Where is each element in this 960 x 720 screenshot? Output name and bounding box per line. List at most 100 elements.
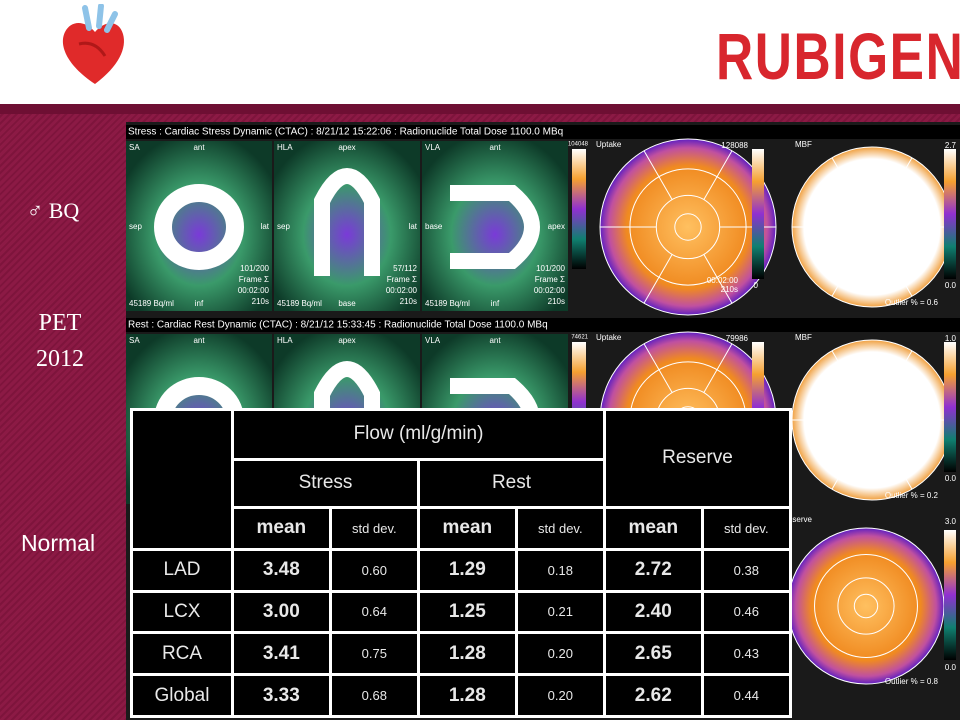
label: base — [338, 299, 356, 308]
label: 45189 Bq/ml — [277, 299, 322, 308]
label: lat — [261, 222, 270, 231]
table-cell: std dev. — [331, 508, 417, 548]
label: ant — [193, 336, 205, 345]
table-row: RCA 3.41 0.75 1.28 0.20 2.65 0.43 — [133, 634, 789, 674]
label: 00:02:00 — [534, 286, 566, 295]
label: 0.0 — [945, 663, 957, 672]
label: 0.0 — [945, 281, 957, 290]
result: Normal — [20, 530, 96, 556]
polar-spoke — [831, 251, 859, 297]
label: 128088 — [721, 141, 748, 150]
table-row: Flow (ml/g/min) Reserve — [133, 411, 789, 548]
polar-spoke — [703, 150, 733, 200]
table-cell: std dev. — [703, 508, 789, 548]
label: 00:02:00 — [386, 286, 418, 295]
table-cell: LAD — [133, 550, 231, 590]
table-cell: 0.44 — [703, 676, 789, 715]
label: HLA — [277, 143, 293, 152]
polar-spoke — [831, 157, 859, 203]
table-cell: 0.64 — [331, 592, 417, 632]
table-cell: 0.68 — [331, 676, 417, 715]
scan-view — [422, 141, 568, 311]
label: 101/200 — [536, 264, 565, 273]
label: Frame Σ — [535, 275, 565, 284]
table-cell: 0.21 — [517, 592, 603, 632]
scan-view — [126, 141, 272, 311]
label: SA — [129, 336, 140, 345]
label: sep — [277, 222, 290, 231]
label: SA — [129, 143, 140, 152]
label: 00:02:00 — [707, 276, 739, 285]
polar-spoke — [885, 444, 913, 490]
patient: ♂ BQ — [26, 198, 80, 223]
myocardium — [450, 185, 540, 269]
table-cell: Global — [133, 676, 231, 715]
label: 104048 — [568, 142, 589, 148]
polar-map — [792, 340, 952, 500]
table-cell: 2.65 — [605, 634, 701, 674]
polar-map — [600, 139, 776, 315]
label: Reserve — [782, 515, 812, 524]
label: VLA — [425, 336, 441, 345]
heart-logo — [62, 4, 124, 84]
table-cell: 2.72 — [605, 550, 701, 590]
table-cell: 0.43 — [703, 634, 789, 674]
header: RUBIGEN — [0, 0, 960, 104]
table-row: LCX 3.00 0.64 1.25 0.21 2.40 0.46 — [133, 592, 789, 632]
polar-spoke — [885, 157, 913, 203]
label: 0.0 — [945, 474, 957, 483]
brand: RUBIGEN — [716, 19, 960, 93]
table-cell: 0.38 — [703, 550, 789, 590]
table-cell: 2.62 — [605, 676, 701, 715]
table-cell: mean — [234, 508, 329, 548]
label: sep — [129, 222, 142, 231]
label: 74621 — [571, 335, 588, 341]
label: Frame Σ — [239, 275, 269, 284]
polar-ring — [674, 213, 702, 241]
label: 210s — [548, 297, 565, 306]
table-cell: 0.75 — [331, 634, 417, 674]
polar-map — [792, 147, 952, 307]
label: 210s — [721, 285, 738, 294]
flow-table: Flow (ml/g/min) Reserve Stress Rest mean std … — [130, 408, 792, 718]
table-cell: 0.46 — [703, 592, 789, 632]
label: 45189 Bq/ml — [129, 299, 174, 308]
colorbar — [944, 149, 956, 279]
table-cell: RCA — [133, 634, 231, 674]
label: ant — [193, 143, 205, 152]
colorbar — [944, 342, 956, 472]
modality: PET — [38, 310, 82, 336]
divider — [0, 104, 960, 114]
label: Outlier % = 0.2 — [885, 491, 939, 500]
table-cell: 2.40 — [605, 592, 701, 632]
label: 101/200 — [240, 264, 269, 273]
table-cell: Stress — [234, 460, 417, 506]
label: Stress : Cardiac Stress Dynamic (CTAC) :… — [128, 127, 563, 138]
table-cell: 1.28 — [419, 634, 515, 674]
colorbar — [944, 530, 956, 660]
label: ant — [489, 336, 501, 345]
myocardium — [314, 361, 380, 469]
table-cell: Rest — [419, 460, 603, 506]
label: Frame Σ — [387, 275, 417, 284]
label: MBF — [795, 333, 812, 342]
colorbar — [572, 149, 586, 269]
label: 1.0 — [945, 334, 957, 343]
polar-ring — [859, 214, 885, 240]
label: base — [425, 222, 443, 231]
label: 79986 — [726, 334, 749, 343]
polar-map — [788, 528, 944, 684]
label: 210s — [252, 297, 269, 306]
label: 57/112 — [393, 264, 417, 273]
table-row: LAD 3.48 0.60 1.29 0.18 2.72 0.38 — [133, 550, 789, 590]
table-cell: Reserve — [605, 411, 789, 506]
header-bar — [126, 318, 960, 332]
table-cell — [133, 411, 231, 548]
label: 210s — [400, 297, 417, 306]
polar-spoke — [703, 254, 733, 304]
label: HLA — [277, 336, 293, 345]
label: VLA — [425, 143, 441, 152]
polar-ring — [814, 554, 918, 658]
year: 2012 — [36, 346, 84, 372]
